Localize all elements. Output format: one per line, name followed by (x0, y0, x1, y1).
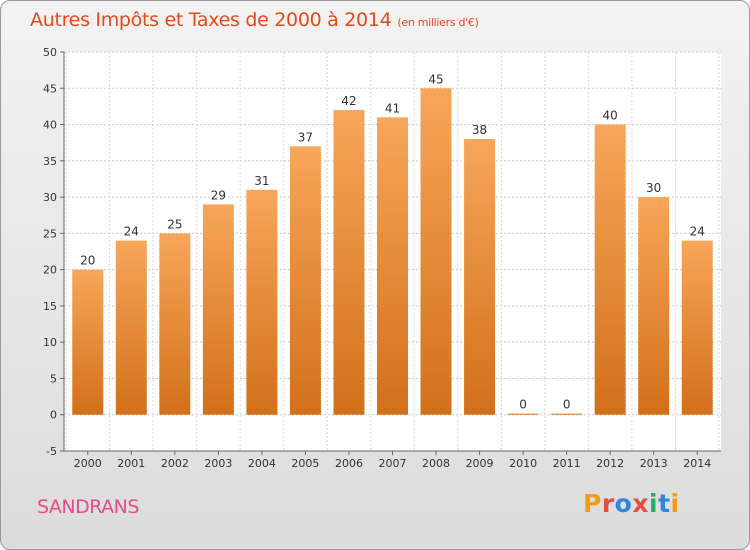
bar-2012 (594, 124, 626, 415)
x-tick-label-2007: 2007 (379, 457, 407, 470)
y-tick-label: 0 (50, 409, 57, 422)
place-name: SANDRANS (37, 496, 139, 518)
value-label-2000: 20 (80, 254, 95, 268)
y-tick-label: -5 (46, 445, 57, 458)
logo-letter: i (670, 489, 680, 518)
y-tick-label: 25 (43, 227, 57, 240)
y-tick-label: 20 (43, 264, 57, 277)
value-label-2008: 45 (428, 72, 443, 86)
logo-letter: x (632, 489, 649, 518)
value-label-2006: 42 (341, 94, 356, 108)
logo-letter: r (601, 489, 615, 518)
value-label-2007: 41 (385, 101, 400, 115)
x-tick-label-2014: 2014 (683, 457, 711, 470)
logo-letter: t (658, 489, 671, 518)
value-label-2014: 24 (690, 225, 705, 239)
bar-2007 (377, 117, 408, 415)
x-tick-label-2001: 2001 (117, 457, 145, 470)
bar-2009 (464, 139, 496, 415)
x-tick-label-2000: 2000 (74, 457, 102, 470)
value-label-2003: 29 (211, 188, 226, 202)
y-tick-label: 30 (43, 191, 57, 204)
bar-2001 (115, 240, 147, 415)
y-tick-label: 50 (43, 46, 57, 59)
bar-2006 (333, 110, 365, 415)
x-tick-label-2008: 2008 (422, 457, 450, 470)
bar-2000 (72, 269, 104, 415)
chart-subtitle: (en milliers d'€) (397, 16, 479, 29)
x-tick-label-2003: 2003 (204, 457, 232, 470)
x-tick-label-2013: 2013 (640, 457, 668, 470)
bar-2010 (507, 413, 539, 415)
value-label-2005: 37 (298, 130, 313, 144)
value-label-2004: 31 (254, 174, 269, 188)
y-tick-label: 40 (43, 119, 57, 132)
bar-2014 (681, 240, 713, 415)
bar-2008 (420, 88, 452, 415)
value-label-2013: 30 (646, 181, 661, 195)
value-label-2010: 0 (519, 398, 527, 412)
y-tick-label: 35 (43, 155, 57, 168)
value-label-2011: 0 (563, 398, 571, 412)
x-tick-label-2006: 2006 (335, 457, 363, 470)
bars: 20 24 25 29 31 37 42 41 45 38 0 0 40 30 24 (72, 72, 713, 415)
bar-2003 (202, 204, 234, 415)
y-tick-label: 10 (43, 336, 57, 349)
logo-letter: P (583, 489, 602, 518)
bar-2011 (551, 413, 583, 415)
bar-2013 (638, 197, 670, 415)
bar-2004 (246, 189, 278, 415)
x-tick-label-2002: 2002 (161, 457, 189, 470)
value-label-2009: 38 (472, 123, 487, 137)
x-tick-label-2009: 2009 (466, 457, 494, 470)
bar-2002 (159, 233, 191, 415)
value-label-2012: 40 (603, 109, 618, 123)
value-label-2001: 24 (124, 225, 139, 239)
chart-title-text: Autres Impôts et Taxes de 2000 à 2014 (30, 9, 392, 31)
x-tick-label-2005: 2005 (291, 457, 319, 470)
y-tick-label: 45 (43, 82, 57, 95)
y-tick-label: 5 (50, 372, 57, 385)
x-tick-label-2004: 2004 (248, 457, 276, 470)
bar-2005 (289, 146, 321, 415)
x-tick-label-2010: 2010 (509, 457, 537, 470)
logo-letter: o (614, 489, 633, 518)
proxiti-logo[interactable]: Proxiti (583, 489, 680, 518)
x-tick-label-2012: 2012 (596, 457, 624, 470)
value-label-2002: 25 (167, 217, 182, 231)
y-tick-label: 15 (43, 300, 57, 313)
logo-letter: i (649, 489, 659, 518)
x-tick-label-2011: 2011 (553, 457, 581, 470)
chart-title: Autres Impôts et Taxes de 2000 à 2014 (en… (30, 9, 479, 31)
